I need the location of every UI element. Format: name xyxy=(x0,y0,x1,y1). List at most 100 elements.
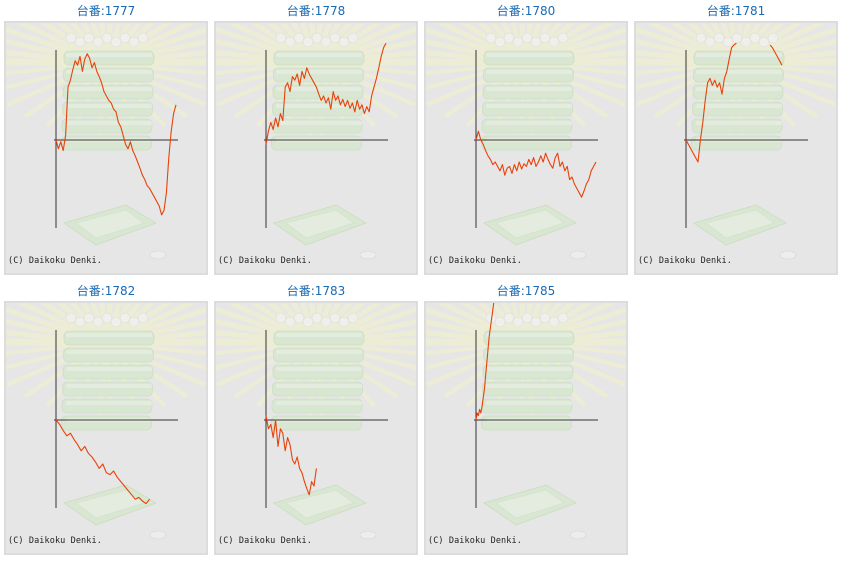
ball-shape xyxy=(320,316,332,328)
box-highlight xyxy=(696,53,782,57)
box-highlight xyxy=(486,121,572,125)
sunburst-ray xyxy=(523,23,533,66)
sunburst-ray xyxy=(733,23,752,66)
sunburst-ray xyxy=(300,23,319,66)
background-illustration xyxy=(426,23,626,260)
unit-title-1781[interactable]: 台番:1781 xyxy=(706,4,766,18)
box-highlight xyxy=(66,70,152,74)
unit-graph-1783[interactable]: (C) Daikoku Denki. xyxy=(214,301,418,555)
series-line xyxy=(265,415,317,496)
unit-cell-1781: 台番:1781 (C) Daikoku Denki. xyxy=(634,0,838,275)
box-highlight xyxy=(486,87,572,91)
ball-shape xyxy=(347,32,359,44)
sunburst-ray xyxy=(90,303,109,346)
ball-shape xyxy=(548,316,560,328)
unit-title-1783[interactable]: 台番:1783 xyxy=(286,284,346,298)
graph-svg xyxy=(6,23,206,260)
ball-shape xyxy=(128,316,140,328)
sunburst-ray xyxy=(69,23,109,66)
ball-shape xyxy=(539,312,551,324)
graph-svg xyxy=(426,23,626,260)
ball-shape xyxy=(485,32,497,44)
ball-shape xyxy=(521,312,533,324)
unit-graph-1785[interactable]: (C) Daikoku Denki. xyxy=(424,301,628,555)
tray-inner-shape xyxy=(495,489,565,519)
ball-shape xyxy=(512,36,524,48)
graph-svg xyxy=(216,303,416,540)
background-illustration xyxy=(6,23,206,260)
sunburst-ray xyxy=(733,23,773,66)
ball-shape xyxy=(74,316,86,328)
unit-title-1785[interactable]: 台番:1785 xyxy=(496,284,556,298)
ball-shape xyxy=(512,316,524,328)
ball-shape xyxy=(311,32,323,44)
unit-title-1778[interactable]: 台番:1778 xyxy=(286,4,346,18)
ball-shape xyxy=(713,32,725,44)
unit-graph-1777[interactable]: (C) Daikoku Denki. xyxy=(4,21,208,275)
background-illustration xyxy=(216,23,416,260)
box-highlight xyxy=(66,384,152,388)
ball-shape xyxy=(338,36,350,48)
graph-svg xyxy=(6,303,206,540)
sunburst-ray xyxy=(90,23,109,66)
series-line xyxy=(475,130,597,198)
sunburst-ray xyxy=(309,23,319,66)
ball-shape xyxy=(731,32,743,44)
sunburst-ray xyxy=(500,23,529,66)
background-illustration xyxy=(216,303,416,540)
sunburst-ray xyxy=(733,23,762,66)
sunburst-ray xyxy=(290,23,319,66)
copyright-text: (C) Daikoku Denki. xyxy=(428,256,522,266)
coin-shape xyxy=(359,530,377,540)
ball-shape xyxy=(110,316,122,328)
ball-shape xyxy=(329,312,341,324)
unit-graph-1778[interactable]: (C) Daikoku Denki. xyxy=(214,21,418,275)
ball-shape xyxy=(548,36,560,48)
ball-shape xyxy=(293,312,305,324)
graph-svg xyxy=(426,303,626,540)
sunburst-ray xyxy=(216,61,318,90)
ball-shape xyxy=(65,312,77,324)
unit-title-1777[interactable]: 台番:1777 xyxy=(76,4,136,18)
unit-cell-1782: 台番:1782 (C) Daikoku Denki. xyxy=(4,280,208,555)
ball-shape xyxy=(101,32,113,44)
sunburst-ray xyxy=(216,341,318,370)
box-highlight xyxy=(486,70,572,74)
sunburst-ray xyxy=(99,303,109,346)
ball-shape xyxy=(347,312,359,324)
ball-shape xyxy=(494,316,506,328)
tray-inner-shape xyxy=(75,209,145,239)
ball-shape xyxy=(119,32,131,44)
copyright-text: (C) Daikoku Denki. xyxy=(428,536,522,546)
sunburst-ray xyxy=(80,23,109,66)
ball-shape xyxy=(83,312,95,324)
sunburst-ray xyxy=(309,303,319,346)
ball-shape xyxy=(302,316,314,328)
ball-shape xyxy=(503,32,515,44)
sunburst-ray xyxy=(313,23,353,66)
box-highlight xyxy=(276,367,362,371)
sunburst-ray xyxy=(524,341,626,370)
box-highlight xyxy=(276,53,362,57)
box-highlight xyxy=(486,350,572,354)
unit-graph-1780[interactable]: (C) Daikoku Denki. xyxy=(424,21,628,275)
unit-graph-1781[interactable]: (C) Daikoku Denki. xyxy=(634,21,838,275)
unit-graph-1782[interactable]: (C) Daikoku Denki. xyxy=(4,301,208,555)
box-highlight xyxy=(486,104,572,108)
unit-title-1782[interactable]: 台番:1782 xyxy=(76,284,136,298)
sunburst-ray xyxy=(103,23,132,66)
box-highlight xyxy=(276,70,362,74)
ball-shape xyxy=(539,32,551,44)
tray-inner-shape xyxy=(495,209,565,239)
ball-shape xyxy=(329,32,341,44)
unit-title-1780[interactable]: 台番:1780 xyxy=(496,4,556,18)
sunburst-ray xyxy=(314,61,416,90)
sunburst-ray xyxy=(523,303,542,346)
coin-shape xyxy=(779,250,797,260)
ball-shape xyxy=(92,316,104,328)
sunburst-ray xyxy=(710,23,739,66)
ball-shape xyxy=(119,312,131,324)
sunburst-ray xyxy=(69,303,109,346)
series-line xyxy=(265,42,387,145)
sunburst-ray xyxy=(523,303,563,346)
